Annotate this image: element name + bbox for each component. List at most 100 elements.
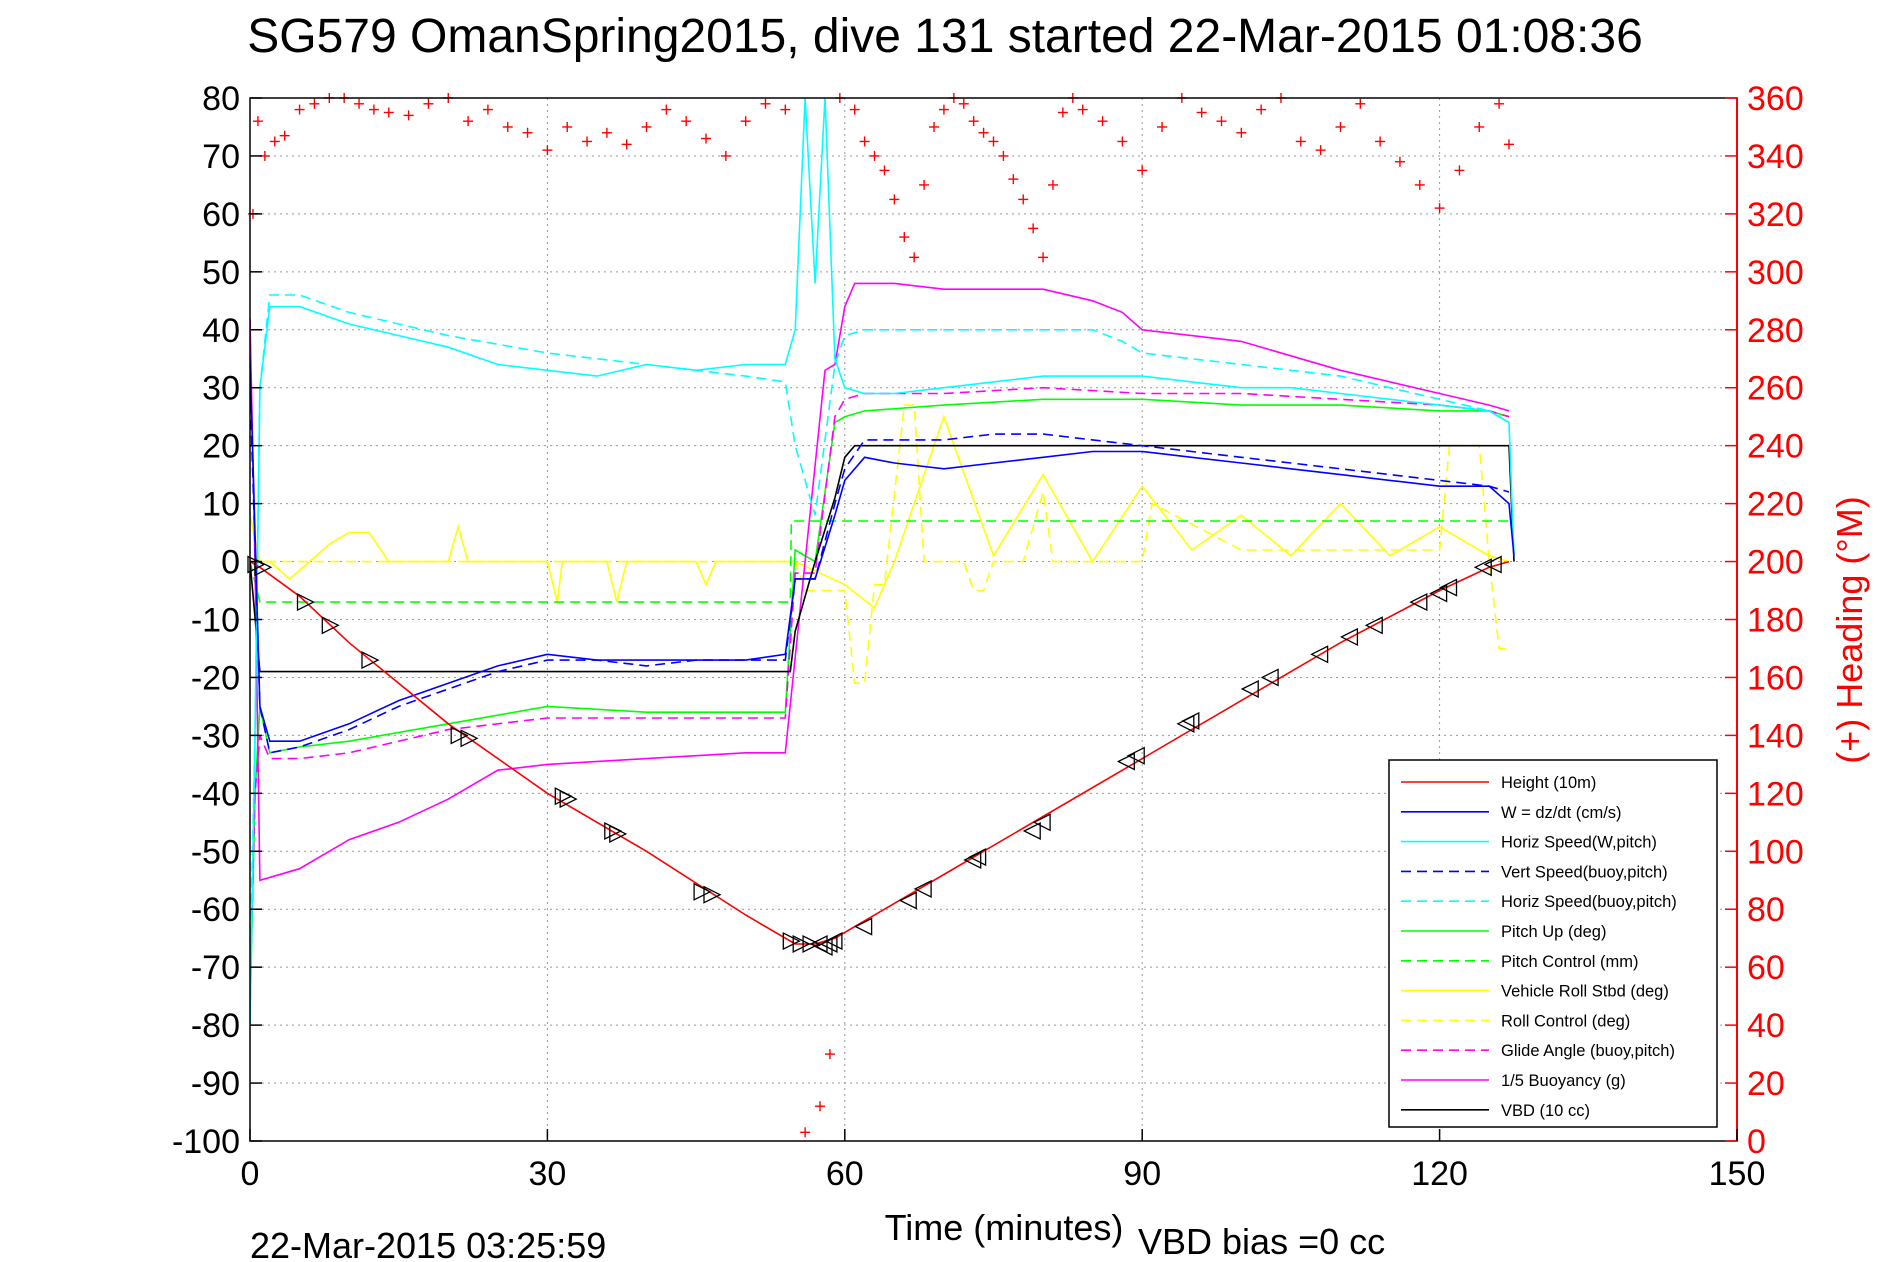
y2-tick-label: 300 [1747,254,1804,292]
heading-point [958,98,969,109]
y2-tick-label: 60 [1747,949,1785,987]
turn-markers [247,555,1502,956]
legend-label: VBD (10 cc) [1501,1102,1590,1120]
y-tick-label: -80 [191,1007,240,1045]
y-tick-label: 50 [202,254,240,292]
heading-point [815,1101,826,1112]
turn-marker [296,593,315,612]
heading-point [522,127,533,138]
y2-tick-label: 280 [1747,312,1804,350]
legend-label: Vert Speed(buoy,pitch) [1501,863,1668,881]
turn-marker [321,616,340,635]
heading-point [1503,139,1514,150]
heading-point [889,194,900,205]
heading-point [542,145,553,156]
series-line-10 [250,282,1510,882]
heading-point [1434,203,1445,214]
y2-axis-ticks: 3603403203002802602402202001801601401201… [1725,80,1804,1161]
y-tick-label: 40 [202,312,240,350]
turn-marker [968,848,987,867]
y2-tick-label: 120 [1747,775,1804,813]
y2-tick-label: 160 [1747,659,1804,697]
turn-marker [1439,578,1458,597]
series-line-11 [250,444,1515,673]
heading-point [1375,136,1386,147]
legend-label: Height (10m) [1501,774,1596,792]
y2-tick-label: 20 [1747,1065,1785,1103]
legend-label: Pitch Up (deg) [1501,923,1606,941]
heading-point [1057,107,1068,118]
turn-marker [361,651,380,670]
legend-label: Roll Control (deg) [1501,1012,1630,1030]
turn-marker [1022,821,1041,841]
y2-tick-label: 180 [1747,602,1804,640]
heading-point [661,104,672,115]
turn-marker [450,726,469,745]
turn-marker [913,879,932,898]
heading-point [1077,104,1088,115]
heading-point [849,104,860,115]
y2-tick-label: 240 [1747,428,1804,466]
heading-point [1008,174,1019,185]
heading-point [1137,165,1148,176]
heading-point [988,136,999,147]
y2-tick-label: 100 [1747,833,1804,871]
heading-point [800,1127,811,1138]
heading-scatter [247,93,1514,1138]
y2-axis-label: (+) Heading (°M) [1829,496,1870,763]
y-tick-label: 60 [202,196,240,234]
heading-point [701,133,712,144]
turn-marker [792,934,811,954]
legend-label: Horiz Speed(buoy,pitch) [1501,893,1677,911]
y2-tick-label: 80 [1747,891,1785,929]
turn-marker [802,934,821,954]
heading-point [859,136,870,147]
heading-point [780,104,791,115]
heading-point [463,116,474,127]
heading-point [502,121,513,132]
heading-point [403,110,414,121]
x-tick-label: 60 [826,1155,864,1193]
heading-point [899,232,910,243]
heading-point [909,252,920,263]
turn-marker [824,932,843,951]
heading-point [354,98,365,109]
x-tick-label: 30 [528,1155,566,1193]
heading-point [919,179,930,190]
heading-point [1494,98,1505,109]
heading-point [938,104,949,115]
turn-marker [1032,813,1051,832]
heading-point [998,150,1009,161]
y-tick-label: -50 [191,833,240,871]
turn-marker [254,558,273,577]
turn-marker [1310,645,1329,664]
y-tick-label: 70 [202,138,240,176]
turn-marker [1364,616,1383,635]
heading-point [978,127,989,138]
heading-point [720,150,731,161]
heading-point [1028,223,1039,234]
legend-label: W = dz/dt (cm/s) [1501,804,1622,822]
series-line-8 [250,404,1509,685]
series-line-1 [250,358,1515,743]
y-tick-label: 80 [202,80,240,118]
heading-point [740,116,751,127]
heading-point [1335,121,1346,132]
heading-point [879,165,890,176]
legend: Height (10m) W = dz/dt (cm/s) Horiz Speed(… [1388,759,1718,1128]
x-tick-label: 120 [1411,1155,1468,1193]
heading-point [309,98,320,109]
legend-label: Pitch Control (mm) [1501,953,1639,971]
heading-point [1196,107,1207,118]
y2-tick-label: 220 [1747,486,1804,524]
y2-tick-label: 360 [1747,80,1804,118]
series-line-4 [250,294,1510,968]
y-tick-label: -40 [191,775,240,813]
heading-point [1414,179,1425,190]
turn-marker [854,917,873,936]
y-tick-label: -10 [191,602,240,640]
legend-label: Horiz Speed(W,pitch) [1501,834,1657,852]
y2-tick-label: 320 [1747,196,1804,234]
heading-point [760,98,771,109]
heading-point [1454,165,1465,176]
